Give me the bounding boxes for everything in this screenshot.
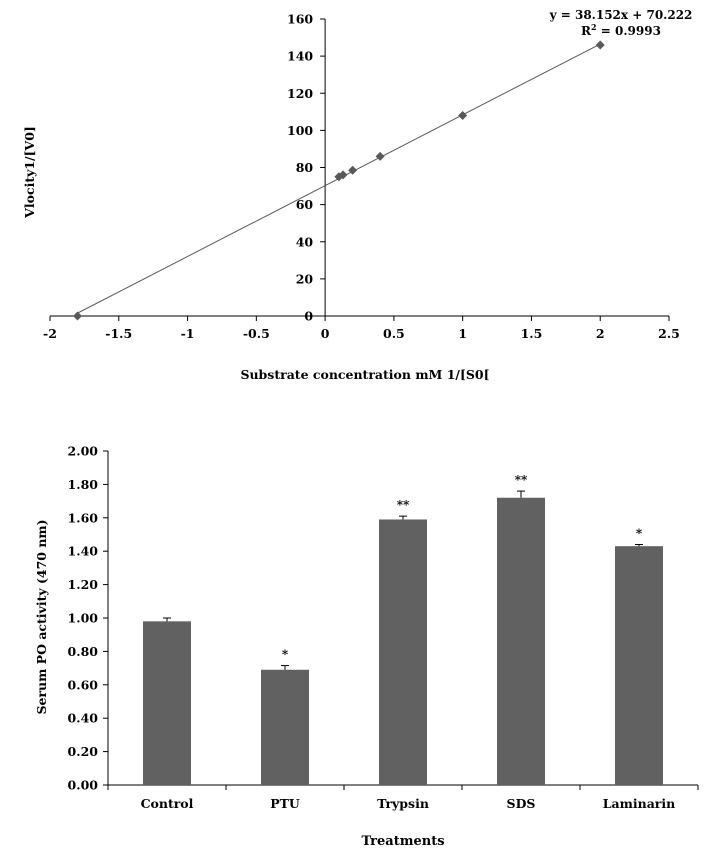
r-squared-value: = 0.9993 xyxy=(597,24,661,38)
x-tick-label: -1.5 xyxy=(105,326,132,341)
r-squared-superscript: 2 xyxy=(591,22,597,32)
scatter-axes: -2 -1.5 -1 -0.5 0 0.5 1 1.5 2 2.5 0 20 40 60 80 100 120 1… xyxy=(43,12,680,342)
x-category-label: SDS xyxy=(507,796,536,811)
y-axis-title: Vlocity1/[V0] xyxy=(22,126,37,219)
x-tick-label: -2 xyxy=(43,326,57,341)
y-tick-label: 60 xyxy=(296,197,314,212)
y-tick-label: 1.20 xyxy=(68,577,99,592)
y-tick-label: 1.00 xyxy=(68,611,99,626)
bar xyxy=(615,546,663,785)
y-tick-label: 0.00 xyxy=(68,778,99,793)
data-point-diamond xyxy=(595,40,605,50)
y-tick-label: 0.20 xyxy=(68,744,99,759)
data-point-diamond xyxy=(458,111,468,121)
data-point-diamond xyxy=(375,151,385,161)
significance-marker: ** xyxy=(515,473,528,487)
x-tick-label: 2.5 xyxy=(658,326,680,341)
significance-marker: * xyxy=(282,648,289,662)
y-tick-label: 1.80 xyxy=(68,477,99,492)
y-tick-label: 2.00 xyxy=(68,444,99,459)
y-tick-label: 40 xyxy=(296,234,314,249)
x-category-label: Control xyxy=(141,796,194,811)
data-point-diamond xyxy=(338,170,348,180)
y-tick-label: 140 xyxy=(287,49,313,64)
y-tick-label: 0.80 xyxy=(68,644,99,659)
significance-marker: ** xyxy=(397,498,410,512)
x-category-label: Trypsin xyxy=(377,796,429,811)
bar xyxy=(379,519,427,785)
x-category-label: PTU xyxy=(270,796,300,811)
x-tick-label: 1.5 xyxy=(521,326,543,341)
serum-po-bar-chart: 0.00 0.20 0.40 0.60 0.80 1.00 1.20 1.40 1.60 1.80… xyxy=(34,444,699,849)
bar xyxy=(261,669,309,785)
y-tick-label: 1.60 xyxy=(68,510,99,525)
x-tick-label: -0.5 xyxy=(243,326,270,341)
y-tick-label: 120 xyxy=(287,86,313,101)
r-squared-prefix: R xyxy=(581,24,592,38)
trendline-equation: y = 38.152x + 70.222 xyxy=(549,8,693,22)
x-tick-label: 1 xyxy=(458,326,467,341)
y-tick-label: 100 xyxy=(287,123,313,138)
x-category-label: Laminarin xyxy=(603,796,675,811)
y-axis-title: Serum PO activity (470 nm) xyxy=(34,519,49,714)
bar xyxy=(143,621,191,785)
y-tick-label: 0.40 xyxy=(68,711,99,726)
significance-marker: * xyxy=(636,527,643,541)
x-tick-label: 0.5 xyxy=(383,326,405,341)
y-tick-label: 160 xyxy=(287,12,313,27)
x-tick-label: -1 xyxy=(181,326,195,341)
lineweaver-burk-plot: -2 -1.5 -1 -0.5 0 0.5 1 1.5 2 2.5 0 20 40 60 80 100 120 1… xyxy=(22,8,693,382)
bar xyxy=(497,497,545,785)
x-axis-title: Treatments xyxy=(361,834,444,849)
bars-group: Control * PTU ** Trypsin ** SDS * Laminarin xyxy=(141,473,676,811)
y-tick-label: 0.60 xyxy=(68,677,99,692)
y-tick-label: 1.40 xyxy=(68,544,99,559)
data-point-diamond xyxy=(348,165,358,175)
y-tick-label: 0 xyxy=(304,309,313,324)
x-tick-label: 2 xyxy=(596,326,605,341)
data-point-diamond xyxy=(73,311,83,321)
x-tick-label: 0 xyxy=(321,326,330,341)
r-squared-label: R2 = 0.9993 xyxy=(581,22,661,38)
data-points-group xyxy=(73,40,605,321)
x-axis-title: Substrate concentration mM 1/[S0[ xyxy=(240,367,489,382)
y-tick-label: 80 xyxy=(296,160,314,175)
y-tick-label: 20 xyxy=(296,271,314,286)
